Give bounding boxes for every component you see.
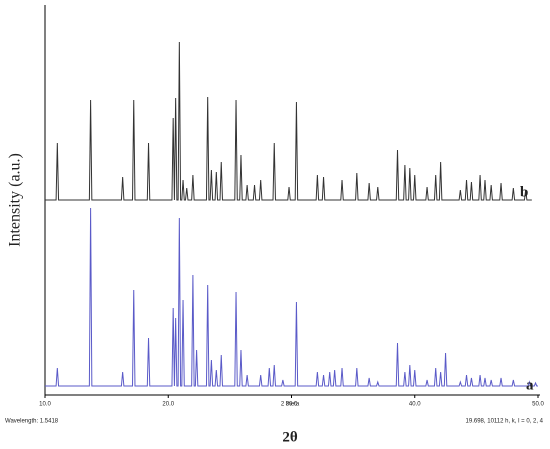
series-line (45, 41, 532, 201)
series-label: b (520, 184, 528, 200)
y-axis-label: Intensity (a.u.) (7, 153, 24, 247)
series-line (45, 207, 538, 387)
cursor-readout: 19.698, 10112 h, k, l = 0, 2, 4 (466, 419, 544, 425)
x-tick-label: 10.0 (39, 402, 51, 408)
x-tick-label: 20.0 (162, 402, 174, 408)
series-label: a (526, 377, 534, 393)
wavelength: Wavelength: 1.5418 (5, 419, 59, 425)
x-tick-label: 40.0 (409, 402, 421, 408)
axis-caption: 2 theta (281, 402, 300, 408)
x-tick-label: 30.0 (286, 402, 298, 408)
x-tick-label: 50.0 (532, 402, 544, 408)
x-axis-label: 2θ (282, 429, 298, 445)
